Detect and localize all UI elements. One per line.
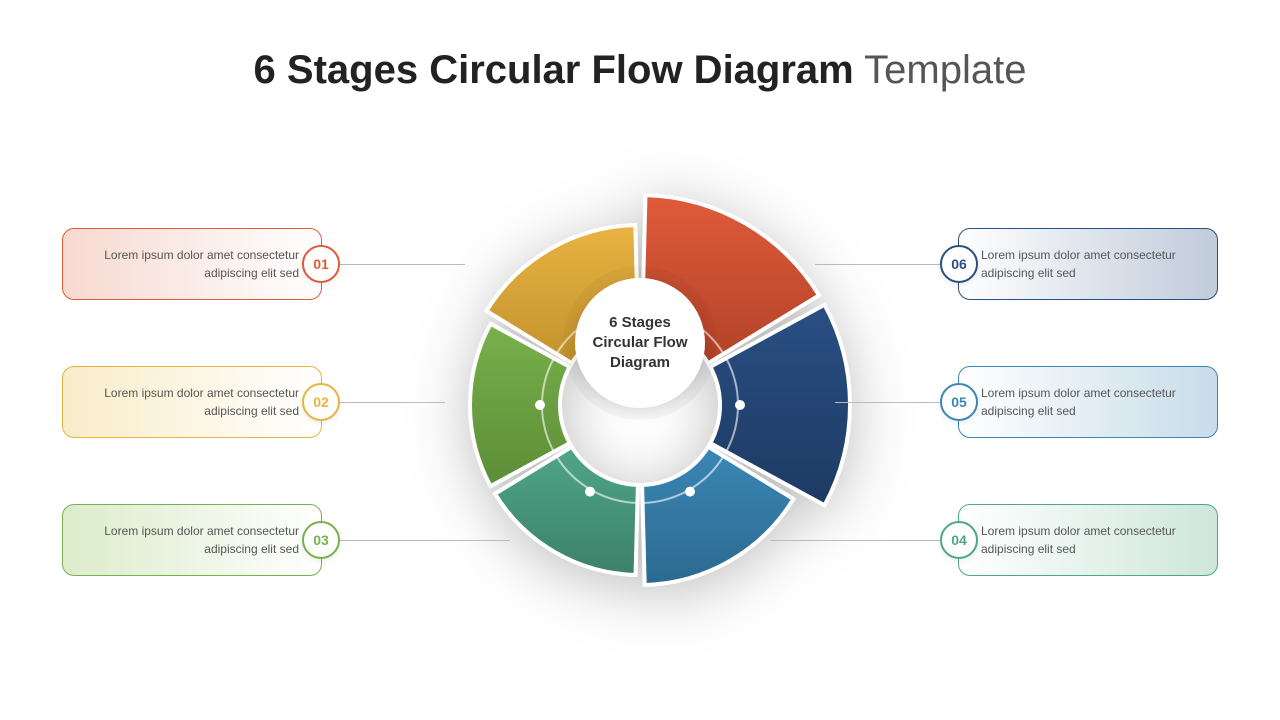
- callout-badge-03: 03: [302, 521, 340, 559]
- callout-badge-01: 01: [302, 245, 340, 283]
- center-hub-label: 6 Stages Circular Flow Diagram: [585, 313, 695, 374]
- segment-dot: [735, 400, 745, 410]
- segment-dot: [535, 400, 545, 410]
- callout-03: Lorem ipsum dolor amet consectetur adipi…: [62, 504, 322, 576]
- callout-badge-05: 05: [940, 383, 978, 421]
- connector-01: [340, 264, 465, 265]
- callout-06: Lorem ipsum dolor amet consectetur adipi…: [958, 228, 1218, 300]
- callout-text: Lorem ipsum dolor amet consectetur adipi…: [81, 384, 299, 420]
- callout-text: Lorem ipsum dolor amet consectetur adipi…: [981, 246, 1199, 282]
- callout-text: Lorem ipsum dolor amet consectetur adipi…: [81, 246, 299, 282]
- callout-badge-02: 02: [302, 383, 340, 421]
- callout-badge-04: 04: [940, 521, 978, 559]
- connector-02: [340, 402, 445, 403]
- callout-02: Lorem ipsum dolor amet consectetur adipi…: [62, 366, 322, 438]
- page-title: 6 Stages Circular Flow Diagram Template: [0, 48, 1280, 93]
- connector-06: [815, 264, 940, 265]
- callout-text: Lorem ipsum dolor amet consectetur adipi…: [981, 522, 1199, 558]
- segment-dot: [585, 487, 595, 497]
- connector-05: [835, 402, 940, 403]
- callout-04: Lorem ipsum dolor amet consectetur adipi…: [958, 504, 1218, 576]
- connector-04: [770, 540, 940, 541]
- center-hub: 6 Stages Circular Flow Diagram: [575, 278, 705, 408]
- connector-03: [340, 540, 510, 541]
- callout-05: Lorem ipsum dolor amet consectetur adipi…: [958, 366, 1218, 438]
- callout-text: Lorem ipsum dolor amet consectetur adipi…: [81, 522, 299, 558]
- page-title-bold: 6 Stages Circular Flow Diagram: [254, 48, 854, 92]
- callout-badge-06: 06: [940, 245, 978, 283]
- segment-dot: [685, 487, 695, 497]
- callout-01: Lorem ipsum dolor amet consectetur adipi…: [62, 228, 322, 300]
- page-title-light: Template: [854, 48, 1027, 92]
- callout-text: Lorem ipsum dolor amet consectetur adipi…: [981, 384, 1199, 420]
